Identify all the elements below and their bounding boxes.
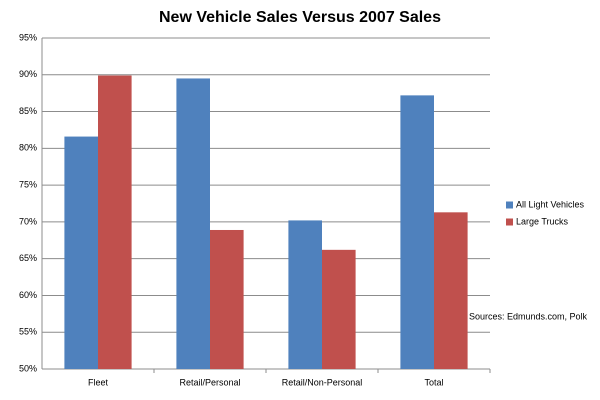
y-tick-label: 70% (19, 216, 37, 226)
y-tick-label: 90% (19, 69, 37, 79)
y-tick-label: 50% (19, 363, 37, 373)
x-tick-label: Fleet (88, 377, 109, 387)
legend-swatch (506, 201, 513, 209)
y-tick-label: 80% (19, 143, 37, 153)
bar (210, 229, 244, 369)
bar (288, 220, 322, 369)
legend-label: Large Trucks (516, 216, 569, 226)
legend-swatch (506, 218, 513, 226)
x-tick-label: Total (424, 377, 443, 387)
bar (434, 212, 468, 369)
legend-label: All Light Vehicles (516, 199, 585, 209)
y-tick-label: 85% (19, 106, 37, 116)
bar (98, 75, 132, 369)
bar (176, 78, 210, 369)
y-tick-label: 75% (19, 179, 37, 189)
y-tick-label: 60% (19, 290, 37, 300)
bar (400, 95, 434, 369)
annotation: Sources: Edmunds.com, Polk (469, 311, 588, 321)
y-tick-label: 95% (19, 32, 37, 42)
y-tick-label: 55% (19, 327, 37, 337)
bar (64, 136, 98, 369)
chart-title: New Vehicle Sales Versus 2007 Sales (159, 9, 441, 26)
x-tick-label: Retail/Non-Personal (282, 377, 363, 387)
bar (322, 249, 356, 369)
y-tick-label: 65% (19, 253, 37, 263)
x-tick-label: Retail/Personal (179, 377, 240, 387)
